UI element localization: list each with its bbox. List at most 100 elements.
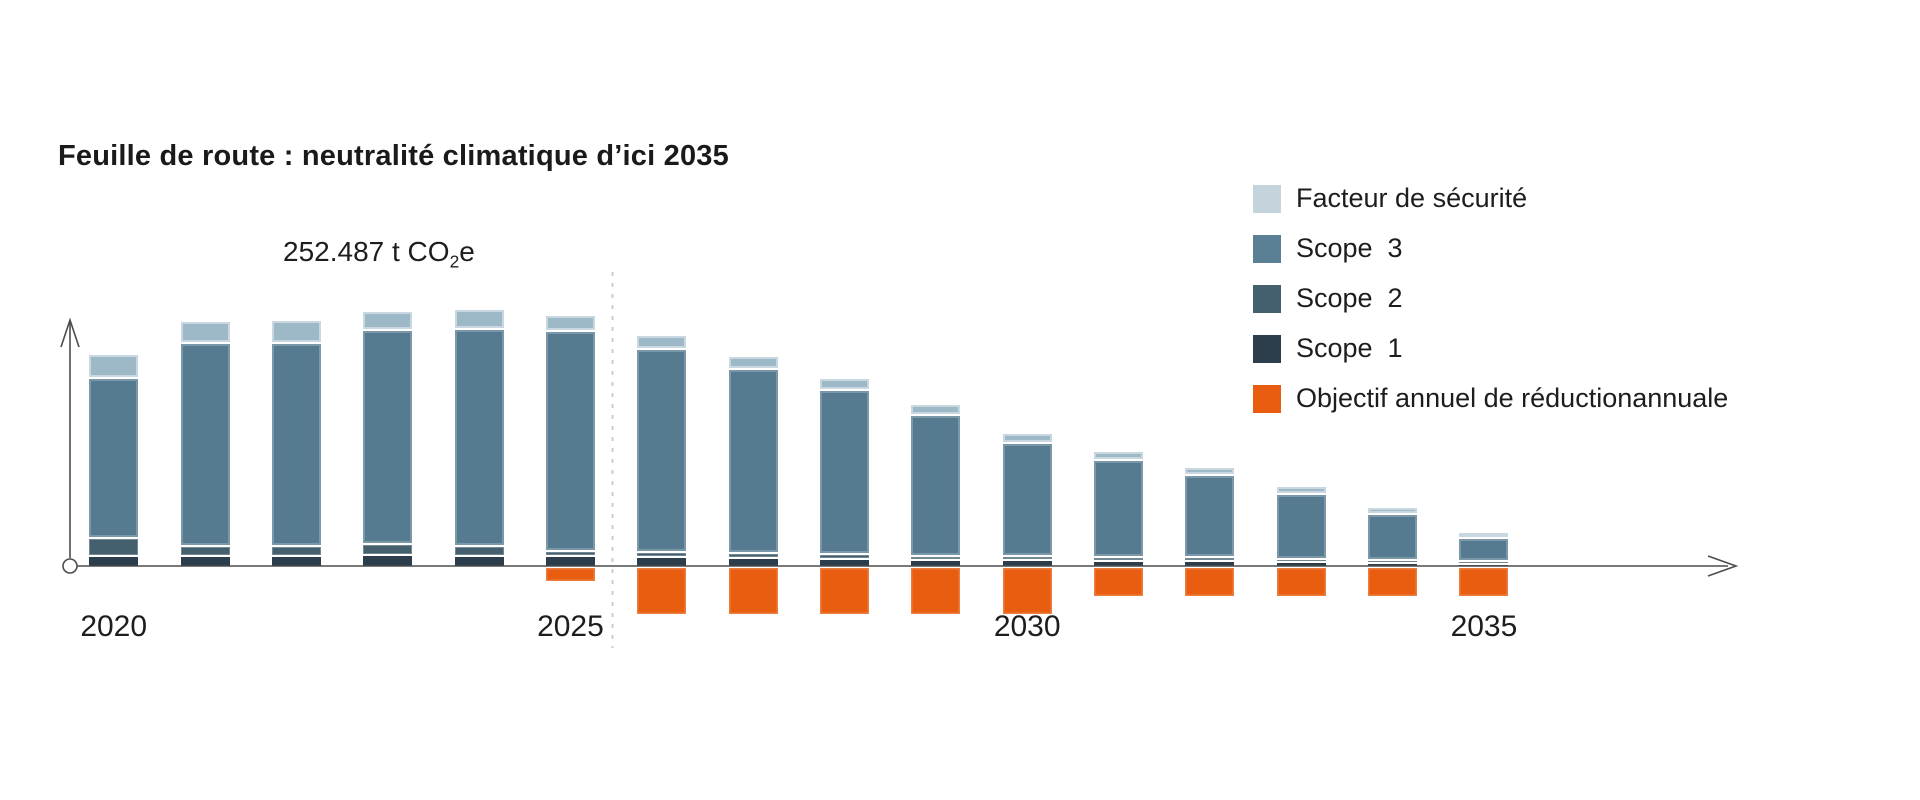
segment-facteur-securite <box>363 312 413 329</box>
segment-scope1 <box>1368 564 1418 566</box>
segment-objectif-reduction-2027 <box>728 568 778 614</box>
segment-scope2 <box>1368 561 1418 562</box>
segment-scope3 <box>180 344 230 545</box>
segment-scope2 <box>89 539 139 555</box>
segment-scope3 <box>1185 476 1235 556</box>
segment-scope1 <box>271 557 321 566</box>
segment-scope2 <box>1459 562 1509 563</box>
segment-scope2 <box>637 553 687 556</box>
segment-scope1 <box>545 557 595 566</box>
bar-2024 <box>454 310 504 566</box>
segment-scope1 <box>363 556 413 566</box>
legend-label: Scope 1 <box>1296 333 1403 363</box>
segment-scope1 <box>911 561 961 566</box>
segment-scope3 <box>545 332 595 550</box>
segment-scope3 <box>89 379 139 537</box>
bar-2033 <box>1276 487 1326 566</box>
legend-swatch-icon <box>1253 184 1281 213</box>
chart-title: Feuille de route : neutralité climatique… <box>58 140 729 172</box>
segment-objectif-reduction-2032 <box>1185 568 1235 596</box>
segment-scope2 <box>1002 557 1052 559</box>
bar-2029 <box>911 405 961 566</box>
segment-scope2 <box>911 557 961 559</box>
segment-scope3 <box>637 350 687 551</box>
bar-2028 <box>820 379 869 566</box>
segment-scope1 <box>454 557 504 566</box>
segment-scope2 <box>1276 560 1326 561</box>
bar-2030 <box>1002 434 1052 566</box>
segment-facteur-securite <box>89 355 139 377</box>
segment-facteur-securite <box>1094 452 1144 459</box>
legend: Facteur de sécurité Scope 3 Scope 2 Scope 1… <box>1253 183 1728 414</box>
segment-scope3 <box>1459 539 1509 560</box>
segment-objectif-reduction-2030 <box>1002 568 1052 614</box>
legend-item-2: Scope 2 <box>1253 283 1728 314</box>
segment-objectif-reduction-2034 <box>1368 568 1418 596</box>
legend-item-1: Scope 3 <box>1253 233 1728 264</box>
bar-2023 <box>363 312 413 566</box>
segment-objectif-reduction-2025 <box>545 568 595 581</box>
segment-scope3 <box>271 344 321 545</box>
x-axis-label-2020: 2020 <box>80 610 148 643</box>
legend-label: Scope 3 <box>1296 233 1403 263</box>
segment-facteur-securite <box>545 316 595 330</box>
segment-facteur-securite <box>1185 468 1235 474</box>
x-axis-label-2030: 2030 <box>993 610 1061 643</box>
segment-scope2 <box>820 555 869 558</box>
segment-facteur-securite <box>728 357 778 368</box>
segment-scope1 <box>89 557 139 566</box>
peak-annotation-subscript: 2 <box>449 251 460 272</box>
bar-2025 <box>545 316 595 566</box>
bar-2027 <box>728 357 778 566</box>
segment-scope3 <box>911 416 961 555</box>
segment-scope3 <box>1094 461 1144 556</box>
y-axis-arrowhead-icon <box>60 317 80 348</box>
bar-2021 <box>180 322 230 566</box>
segment-scope2 <box>545 552 595 555</box>
segment-scope3 <box>728 370 778 552</box>
segment-scope2 <box>1094 558 1144 560</box>
segment-scope2 <box>728 554 778 557</box>
peak-annotation-value: 252.487 t CO <box>283 236 450 267</box>
segment-scope2 <box>454 547 504 555</box>
segment-objectif-reduction-2031 <box>1094 568 1144 596</box>
segment-scope3 <box>1002 444 1052 555</box>
segment-objectif-reduction-2026 <box>637 568 687 614</box>
legend-item-3: Scope 1 <box>1253 333 1728 364</box>
segment-scope3 <box>363 331 413 543</box>
segment-scope1 <box>728 559 778 566</box>
segment-scope3 <box>454 330 504 545</box>
segment-facteur-securite <box>1459 533 1509 537</box>
legend-swatch-icon <box>1253 234 1281 263</box>
segment-scope1 <box>1002 561 1052 566</box>
segment-facteur-securite <box>271 321 321 342</box>
bar-2026 <box>637 336 687 566</box>
legend-label: Objectif annuel de réductionannuale <box>1296 383 1729 413</box>
bar-2032 <box>1185 468 1235 566</box>
segment-scope2 <box>180 547 230 555</box>
segment-scope1 <box>637 558 687 566</box>
legend-swatch-icon <box>1253 334 1281 363</box>
segment-facteur-securite <box>454 310 504 328</box>
segment-scope1 <box>1185 562 1235 566</box>
peak-annotation: 252.487 t CO2e <box>283 236 475 273</box>
legend-item-0: Facteur de sécurité <box>1253 183 1728 214</box>
legend-label: Scope 2 <box>1296 283 1403 313</box>
segment-scope1 <box>820 560 869 566</box>
segment-objectif-reduction-2033 <box>1276 568 1326 596</box>
segment-scope2 <box>363 545 413 554</box>
segment-facteur-securite <box>911 405 961 414</box>
legend-swatch-icon <box>1253 384 1281 413</box>
peak-annotation-unit-tail: e <box>459 236 475 267</box>
segment-facteur-securite <box>1276 487 1326 493</box>
legend-label: Facteur de sécurité <box>1296 183 1528 213</box>
segment-facteur-securite <box>820 379 869 389</box>
origin-circle-icon <box>62 558 78 574</box>
segment-scope1 <box>180 557 230 566</box>
x-axis-label-2035: 2035 <box>1450 610 1518 643</box>
segment-facteur-securite <box>637 336 687 348</box>
segment-scope3 <box>1368 515 1418 559</box>
